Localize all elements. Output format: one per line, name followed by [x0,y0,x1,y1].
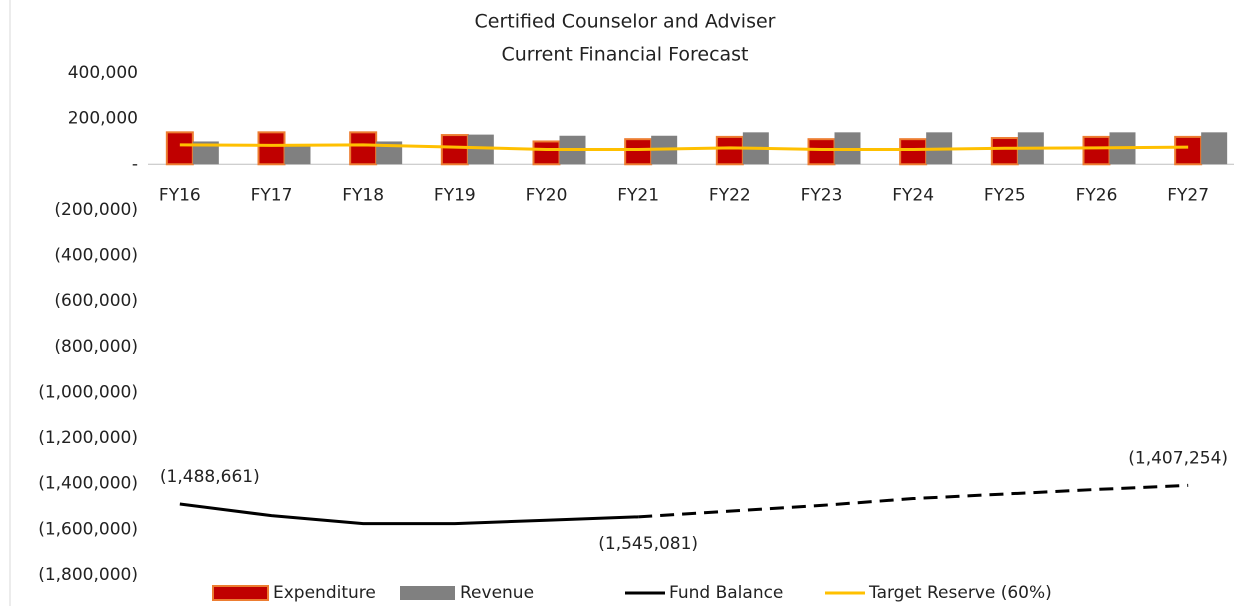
y-tick-label: (1,400,000) [38,474,138,494]
legend-swatch [212,585,269,601]
data-label: (1,407,254) [1128,448,1228,468]
y-tick-label: - [132,154,138,174]
y-tick-label: (1,000,000) [38,382,138,402]
y-tick-label: 400,000 [68,63,138,83]
x-tick-label: FY27 [1167,185,1209,205]
y-tick-label: (400,000) [54,246,138,266]
legend-label: Expenditure [273,583,376,603]
bar [349,131,378,166]
x-tick-label: FY25 [984,185,1026,205]
data-label: (1,545,081) [598,534,698,554]
bar [1174,135,1203,166]
bar [807,138,836,166]
bar [899,138,928,166]
y-tick-label: (200,000) [54,200,138,220]
y-tick-label: (1,600,000) [38,519,138,539]
bar [532,140,561,166]
line [638,483,1189,519]
legend-label: Revenue [460,583,534,603]
x-tick-label: FY16 [159,185,201,205]
bar [1201,132,1228,165]
x-tick-label: FY24 [892,185,934,205]
y-tick-label: (600,000) [54,291,138,311]
y-tick-label: (1,200,000) [38,428,138,448]
bar [192,141,219,165]
legend-swatch [400,586,455,600]
y-tick-label: 200,000 [68,109,138,129]
bar [990,137,1019,166]
bar [440,134,469,166]
y-tick-label: (800,000) [54,337,138,357]
chart-title: Certified Counselor and Adviser [474,11,775,33]
bar [624,138,653,166]
bar [715,135,744,166]
x-tick-label: FY19 [434,185,476,205]
bar [284,146,311,165]
y-tick-label: (1,800,000) [38,565,138,585]
legend-label: Target Reserve (60%) [868,583,1052,603]
x-tick-label: FY17 [251,185,293,205]
x-tick-label: FY23 [801,185,843,205]
line [179,502,639,526]
legend-label: Fund Balance [669,583,783,603]
bar [165,131,194,166]
x-tick-label: FY20 [526,185,568,205]
data-label: (1,488,661) [160,467,260,487]
chart-title: Current Financial Forecast [501,44,748,66]
bar [1082,135,1111,166]
line [179,143,1189,151]
x-tick-label: FY26 [1076,185,1118,205]
bar [257,131,286,166]
x-tick-label: FY22 [709,185,751,205]
x-tick-label: FY21 [617,185,659,205]
x-tick-label: FY18 [342,185,384,205]
